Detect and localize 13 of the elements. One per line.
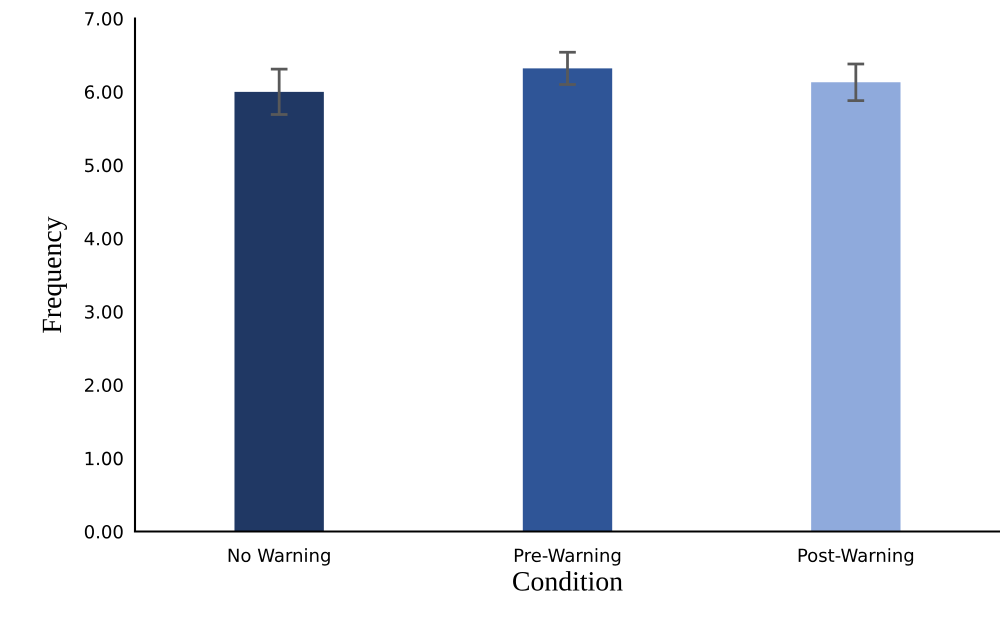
y-tick-label: 1.00 — [86, 452, 123, 466]
x-tick-label: No Warning — [228, 548, 330, 566]
y-tick-label: 2.00 — [85, 378, 123, 392]
y-tick-label: 7.00 — [85, 12, 123, 26]
y-axis-title: Frequency — [42, 216, 68, 333]
x-tick-label: Post-Warning — [798, 548, 914, 566]
y-tick-label: 3.00 — [85, 305, 123, 319]
x-axis-title: Condition — [513, 571, 623, 591]
y-tick-label: 5.00 — [85, 158, 123, 172]
y-tick-label: 0.00 — [84, 524, 123, 539]
y-tick-label: 6.00 — [84, 85, 123, 99]
x-tick-label: Pre-Warning — [514, 548, 620, 566]
y-tick-label: 4.00 — [84, 232, 123, 246]
